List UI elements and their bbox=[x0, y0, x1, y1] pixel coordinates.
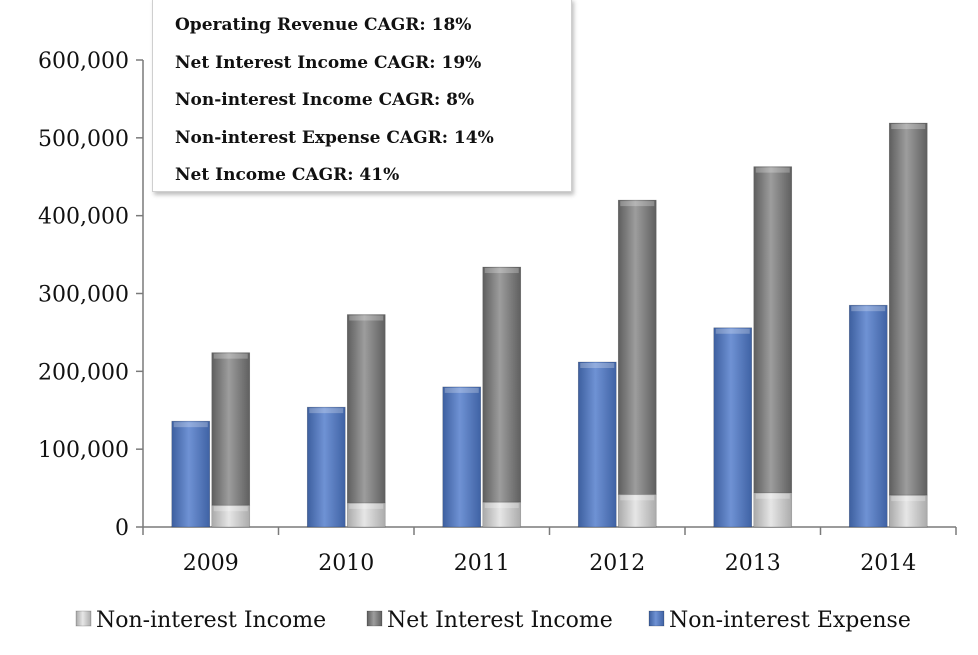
bar-bevel bbox=[620, 495, 655, 501]
legend-label: Non-interest Expense bbox=[669, 608, 911, 633]
axes: 0 100,000 200,000 300,000 400,000 500,000 600,… bbox=[38, 49, 957, 576]
bar-non-interest-expense bbox=[577, 361, 617, 528]
cagr-net-income: Net Income CAGR: 41% bbox=[175, 165, 400, 185]
bar-bevel bbox=[580, 362, 615, 368]
bar-bevel bbox=[891, 124, 926, 130]
x-tick-label: 2012 bbox=[589, 551, 645, 576]
bar-bevel bbox=[891, 496, 926, 502]
cagr-non-interest-expense: Non-interest Expense CAGR: 14% bbox=[175, 127, 494, 148]
bar-non-interest-expense bbox=[442, 386, 482, 528]
bar-non-interest-income bbox=[753, 492, 793, 528]
cagr-non-interest-income: Non-interest Income CAGR: 8% bbox=[175, 90, 475, 110]
legend-swatch bbox=[648, 610, 665, 627]
x-tick-label: 2011 bbox=[454, 551, 510, 576]
y-tick-label: 400,000 bbox=[38, 205, 129, 230]
x-tick-label: 2014 bbox=[860, 551, 916, 576]
cagr-net-interest-income: Net Interest Income CAGR: 19% bbox=[175, 52, 482, 73]
legend: Non-interest Income Net Interest Income No… bbox=[75, 608, 911, 633]
x-tick-label: 2010 bbox=[318, 551, 374, 576]
y-tick-label: 100,000 bbox=[38, 438, 129, 463]
bar-net-interest-income bbox=[211, 352, 251, 506]
bar-bevel bbox=[444, 387, 479, 393]
y-tick-label: 0 bbox=[115, 516, 129, 541]
bar-net-interest-income bbox=[346, 314, 386, 504]
cagr-callout-box: Operating Revenue CAGR: 18% Net Interest… bbox=[152, 0, 572, 192]
y-tick-label: 200,000 bbox=[38, 360, 129, 385]
legend-label: Net Interest Income bbox=[387, 608, 613, 633]
bar-bevel bbox=[349, 503, 384, 509]
legend-swatch bbox=[366, 610, 383, 627]
legend-swatch bbox=[75, 610, 92, 627]
bars bbox=[171, 122, 928, 528]
bar-non-interest-expense bbox=[171, 420, 211, 528]
bar-non-interest-expense bbox=[306, 406, 346, 528]
y-tick-label: 600,000 bbox=[38, 49, 129, 74]
x-tick-label: 2009 bbox=[183, 551, 239, 576]
bar-bevel bbox=[715, 328, 750, 334]
bar-bevel bbox=[851, 306, 886, 312]
bar-bevel bbox=[620, 201, 655, 207]
bar-net-interest-income bbox=[617, 199, 657, 495]
legend-label: Non-interest Income bbox=[96, 608, 326, 633]
bar-bevel bbox=[484, 268, 519, 274]
y-tick-label: 300,000 bbox=[38, 283, 129, 308]
bar-bevel bbox=[349, 315, 384, 321]
bar-bevel bbox=[755, 167, 790, 173]
bar-bevel bbox=[173, 422, 208, 428]
bar-non-interest-expense bbox=[848, 304, 888, 528]
bar-bevel bbox=[484, 503, 519, 509]
bar-bevel bbox=[309, 408, 344, 414]
bar-bevel bbox=[213, 353, 248, 359]
bar-non-interest-expense bbox=[713, 327, 753, 528]
bar-non-interest-income bbox=[888, 494, 928, 528]
bar-net-interest-income bbox=[888, 122, 928, 496]
cagr-operating-revenue: Operating Revenue CAGR: 18% bbox=[175, 15, 472, 35]
bar-bevel bbox=[755, 493, 790, 499]
bar-net-interest-income bbox=[482, 266, 522, 503]
bar-bevel bbox=[213, 506, 248, 512]
bar-net-interest-income bbox=[753, 166, 793, 494]
y-tick-label: 500,000 bbox=[38, 127, 129, 152]
x-tick-label: 2013 bbox=[725, 551, 781, 576]
